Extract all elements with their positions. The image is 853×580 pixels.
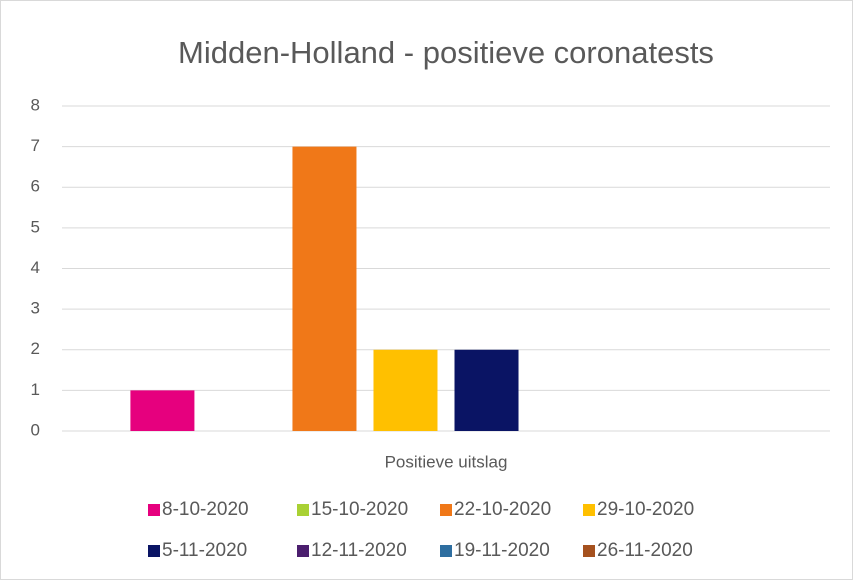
chart-title: Midden-Holland - positieve coronatests bbox=[178, 35, 714, 70]
legend-swatch bbox=[148, 545, 160, 557]
legend-swatch bbox=[440, 504, 452, 516]
y-tick-label: 7 bbox=[31, 136, 40, 155]
bar bbox=[373, 349, 438, 431]
bar bbox=[130, 390, 195, 431]
x-tick-label: Positieve uitslag bbox=[385, 452, 508, 471]
legend-label: 12-11-2020 bbox=[311, 540, 407, 561]
legend-swatch bbox=[583, 545, 595, 557]
legend-label: 29-10-2020 bbox=[597, 499, 694, 520]
legend-label: 5-11-2020 bbox=[162, 540, 247, 561]
y-tick-label: 8 bbox=[31, 95, 40, 114]
y-tick-label: 6 bbox=[31, 177, 40, 196]
bar bbox=[292, 146, 357, 431]
y-tick-label: 2 bbox=[31, 339, 40, 358]
y-tick-label: 4 bbox=[31, 258, 40, 277]
y-tick-label: 1 bbox=[31, 380, 40, 399]
legend-swatch bbox=[297, 504, 309, 516]
legend-label: 26-11-2020 bbox=[597, 540, 693, 561]
legend-swatch bbox=[583, 504, 595, 516]
y-tick-label: 0 bbox=[31, 420, 40, 439]
y-tick-label: 3 bbox=[31, 299, 40, 318]
legend-swatch bbox=[297, 545, 309, 557]
legend-label: 8-10-2020 bbox=[162, 499, 249, 520]
legend-label: 22-10-2020 bbox=[454, 499, 551, 520]
legend-swatch bbox=[148, 504, 160, 516]
bar bbox=[454, 349, 519, 431]
y-tick-label: 5 bbox=[31, 217, 40, 236]
legend-label: 15-10-2020 bbox=[311, 499, 408, 520]
legend-label: 19-11-2020 bbox=[454, 540, 550, 561]
legend-swatch bbox=[440, 545, 452, 557]
